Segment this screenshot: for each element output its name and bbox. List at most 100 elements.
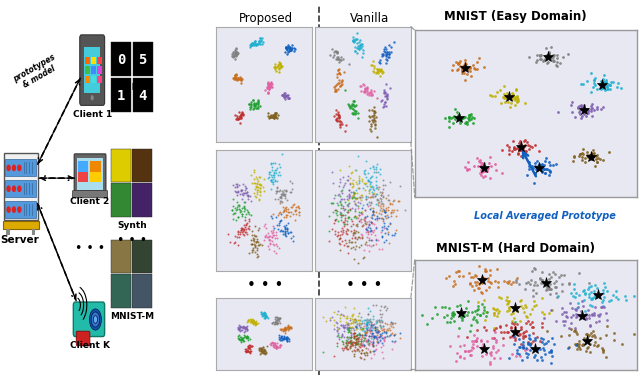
Point [536, 165, 546, 171]
Point [252, 251, 262, 257]
Point [509, 146, 519, 152]
Point [364, 178, 374, 184]
Point [265, 240, 275, 246]
Point [376, 192, 387, 198]
Point [342, 231, 353, 237]
Point [465, 113, 476, 119]
Point [329, 326, 339, 332]
Point [589, 288, 600, 294]
Point [230, 49, 240, 55]
Point [365, 227, 376, 233]
Point [270, 64, 280, 70]
Point [238, 337, 248, 343]
Point [354, 175, 364, 181]
Point [580, 106, 590, 112]
Point [279, 208, 289, 214]
Point [355, 330, 365, 337]
Point [359, 247, 369, 253]
Point [280, 195, 290, 201]
Point [359, 170, 369, 176]
Point [361, 324, 371, 330]
Point [365, 324, 376, 330]
Point [525, 347, 535, 353]
Point [360, 86, 371, 92]
Point [372, 329, 383, 335]
Point [347, 312, 357, 318]
Point [280, 94, 291, 100]
Point [580, 331, 591, 337]
Point [604, 149, 614, 155]
Point [279, 326, 289, 332]
Point [535, 275, 545, 281]
Point [588, 151, 598, 157]
Point [255, 182, 265, 188]
Point [342, 339, 353, 345]
Point [570, 294, 580, 300]
Point [359, 216, 369, 222]
Point [332, 56, 342, 62]
Point [342, 193, 352, 199]
Point [246, 172, 257, 178]
Point [265, 114, 275, 120]
Point [577, 302, 588, 309]
Point [506, 310, 516, 316]
Point [481, 268, 491, 274]
Point [328, 200, 339, 206]
Point [342, 334, 352, 340]
Point [586, 156, 596, 162]
Point [524, 335, 534, 341]
Point [239, 208, 250, 214]
Point [248, 246, 258, 252]
Point [367, 324, 377, 330]
Point [236, 111, 246, 117]
Point [479, 166, 490, 172]
Point [251, 183, 261, 190]
Point [454, 273, 464, 279]
Point [344, 207, 355, 213]
Point [510, 337, 520, 343]
Point [270, 341, 280, 347]
Point [498, 342, 508, 348]
Point [281, 334, 291, 340]
Point [368, 58, 378, 64]
Point [335, 124, 345, 130]
Point [361, 345, 371, 351]
Point [250, 103, 260, 109]
Point [373, 327, 383, 334]
Point [271, 345, 281, 351]
Point [265, 237, 275, 243]
Point [365, 326, 375, 332]
Point [278, 192, 288, 198]
Point [353, 341, 364, 348]
Point [516, 153, 526, 159]
Point [349, 103, 359, 109]
Point [378, 216, 388, 222]
Text: 1: 1 [117, 89, 125, 102]
Point [575, 111, 585, 117]
Point [371, 320, 381, 326]
Point [364, 190, 374, 196]
Point [612, 84, 622, 90]
Bar [132, 240, 152, 273]
Point [370, 193, 380, 199]
Point [342, 226, 352, 232]
Point [375, 189, 385, 195]
Point [334, 114, 344, 121]
Point [584, 152, 595, 158]
Point [508, 334, 518, 340]
Point [275, 326, 285, 332]
Point [368, 211, 378, 217]
Point [598, 157, 609, 163]
Point [349, 230, 359, 236]
Point [236, 231, 246, 237]
Bar [32, 229, 35, 235]
Point [348, 181, 358, 187]
Point [332, 320, 342, 326]
Text: • • •: • • • [75, 242, 105, 255]
Point [365, 126, 375, 132]
Point [344, 214, 354, 220]
Point [349, 318, 359, 324]
Bar [97, 76, 102, 83]
Point [353, 313, 363, 319]
Point [539, 347, 549, 353]
